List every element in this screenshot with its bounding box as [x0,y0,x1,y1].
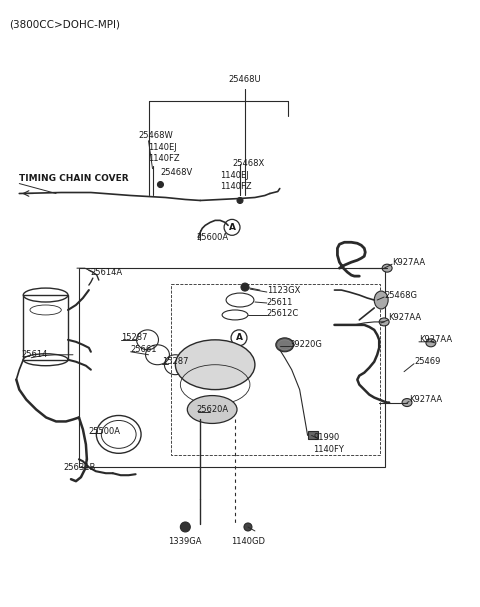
Bar [23,295,68,360]
Text: 25620A: 25620A [196,405,228,414]
Text: K927AA: K927AA [409,395,442,404]
Text: K927AA: K927AA [419,335,452,344]
Text: 25661: 25661 [131,345,157,354]
Bar [79,268,385,467]
Text: 1123GX: 1123GX [267,285,300,294]
Circle shape [241,283,249,291]
Circle shape [244,523,252,531]
Text: 25468G: 25468G [384,291,417,299]
Text: 25468X: 25468X [232,159,264,168]
Ellipse shape [278,340,292,350]
Ellipse shape [382,264,392,272]
Ellipse shape [175,340,255,390]
Text: 1140FZ: 1140FZ [220,182,252,191]
Circle shape [180,522,190,532]
Text: 25631B: 25631B [63,463,96,472]
Text: 25468V: 25468V [160,168,192,177]
Ellipse shape [187,396,237,424]
Text: 1140GD: 1140GD [231,537,265,546]
Text: 25468W: 25468W [139,131,173,140]
Text: 25500A: 25500A [89,427,121,436]
Text: 1140FY: 1140FY [313,445,345,454]
Text: A: A [228,223,236,232]
Text: A: A [236,333,242,342]
Text: 25600A: 25600A [196,233,228,242]
Ellipse shape [426,339,436,347]
Ellipse shape [402,399,412,407]
Text: 1140EJ: 1140EJ [220,171,249,180]
Text: 1339GA: 1339GA [168,537,202,546]
Text: 25468U: 25468U [228,75,261,84]
Bar [171,284,380,455]
Ellipse shape [379,318,389,326]
Text: 25612C: 25612C [267,310,299,319]
Bar [308,432,318,439]
Ellipse shape [374,291,388,309]
Circle shape [231,330,247,346]
Text: 1140FZ: 1140FZ [148,154,180,163]
Text: 15287: 15287 [162,358,189,366]
Text: 25611: 25611 [267,297,293,307]
Text: K927AA: K927AA [392,258,425,266]
Text: (3800CC>DOHC-MPI): (3800CC>DOHC-MPI) [9,19,120,29]
Text: 25469: 25469 [414,358,440,366]
Text: 25614: 25614 [21,350,48,359]
Ellipse shape [276,338,294,352]
Circle shape [157,181,164,188]
Circle shape [224,219,240,236]
Circle shape [237,197,243,203]
Text: 39220G: 39220G [290,341,323,349]
Text: TIMING CHAIN COVER: TIMING CHAIN COVER [19,174,129,183]
Text: 25614A: 25614A [91,268,123,277]
Text: 15287: 15287 [120,333,147,342]
Text: 91990: 91990 [313,433,340,442]
Text: K927AA: K927AA [388,313,421,322]
Text: 1140EJ: 1140EJ [148,143,177,152]
